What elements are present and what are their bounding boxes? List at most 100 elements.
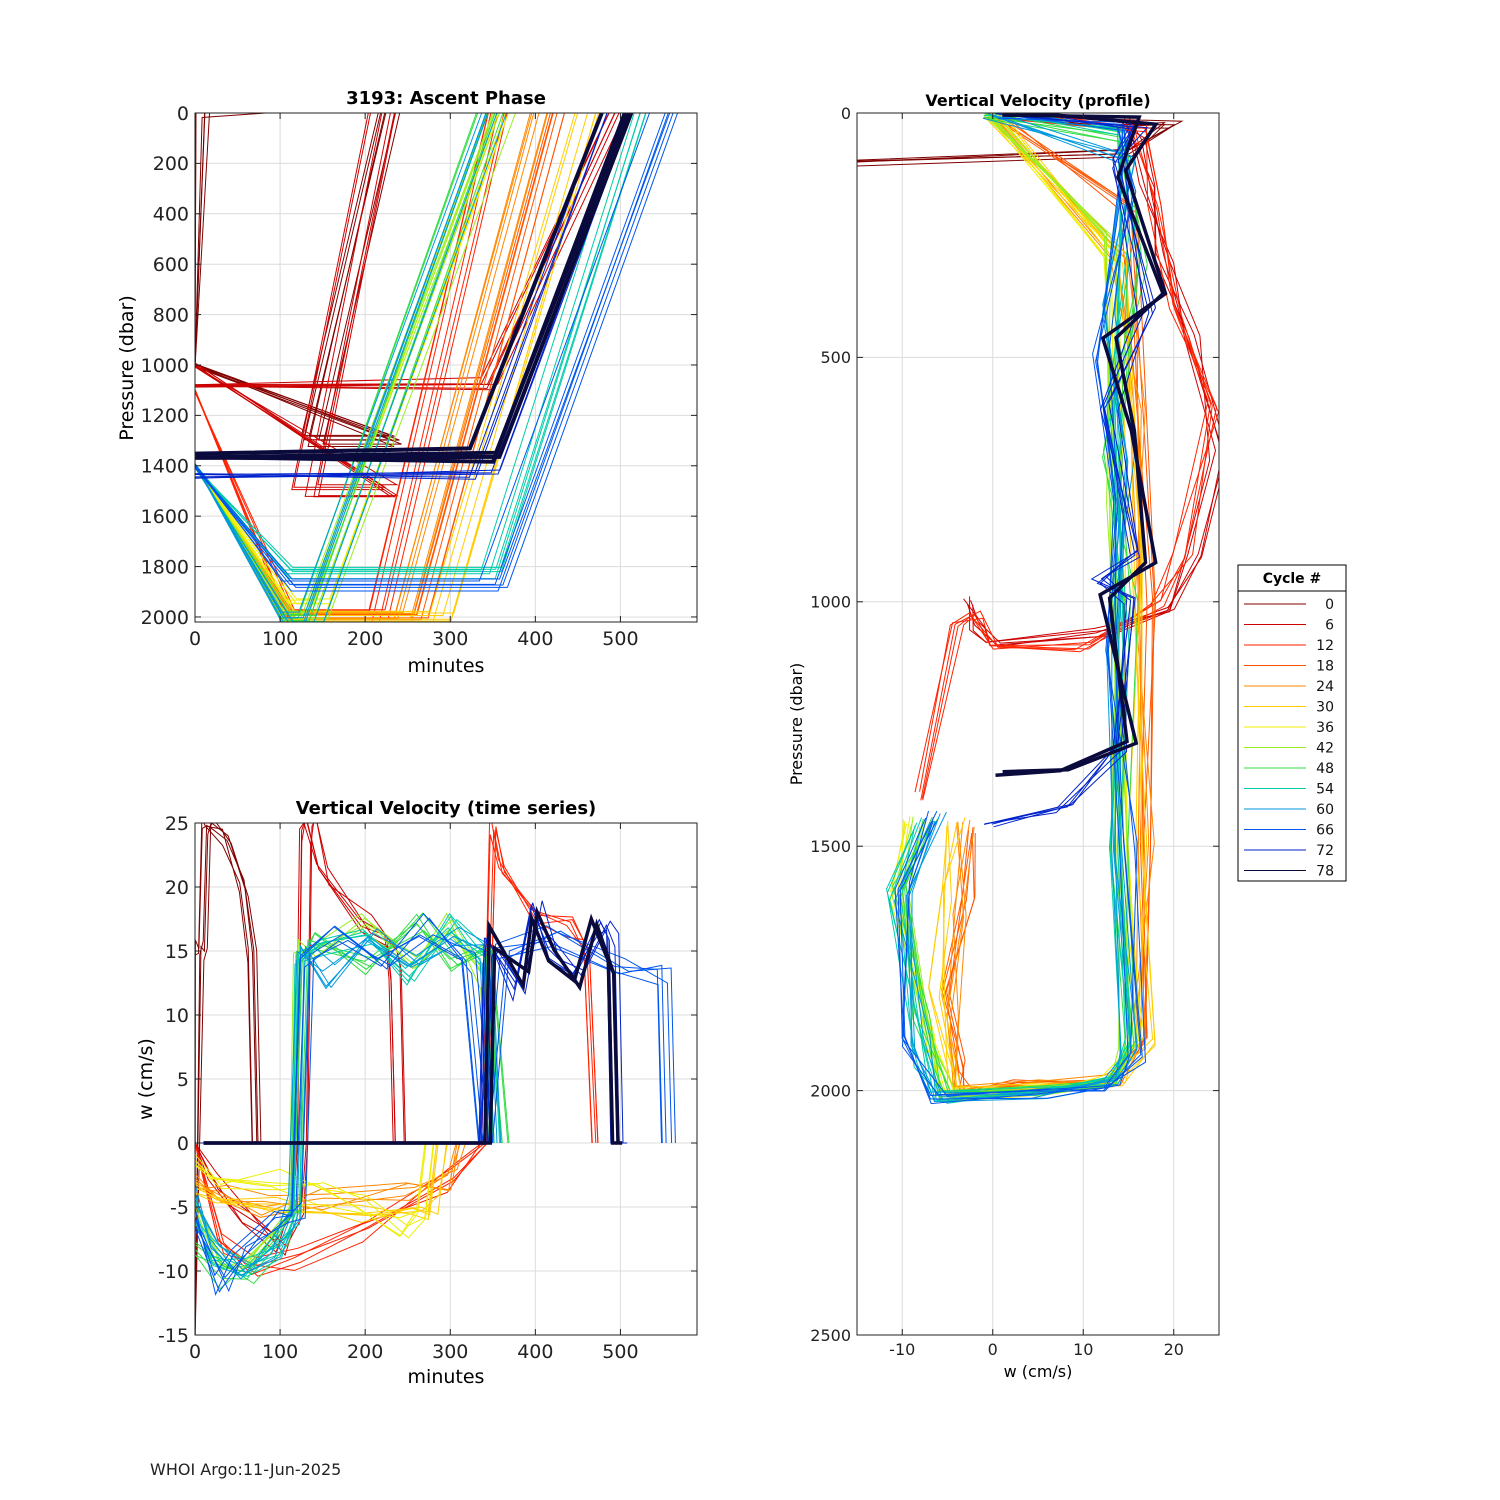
ascent-cycle-66-line xyxy=(195,113,671,580)
vv-timeseries-ytick-label: 20 xyxy=(165,877,189,899)
ascent-phase-ytick-label: 200 xyxy=(153,153,189,175)
ascent-cycle-3-line xyxy=(195,113,387,488)
ascent-cycle-0-line xyxy=(195,113,266,367)
ascent-cycle-66-line xyxy=(195,113,674,586)
ascent-cycle-54-line xyxy=(195,113,647,568)
vv-timeseries-ytick-label: 25 xyxy=(165,813,189,835)
ascent-cycle-0-line xyxy=(195,113,274,368)
vv-timeseries-xtick-label: 0 xyxy=(189,1341,201,1363)
vv-profile-cycle-78-line xyxy=(995,113,1166,778)
vv-profile-ytick-label: 2500 xyxy=(810,1326,851,1345)
ascent-cycle-60-line xyxy=(195,113,507,622)
ascent-cycle-78-line xyxy=(195,113,604,456)
vv-profile-cycle-60-line xyxy=(893,114,1128,1101)
vv-ts-cycle-54-line xyxy=(195,927,492,1278)
legend-box xyxy=(1237,564,1347,882)
vv-profile-ytick-label: 2000 xyxy=(810,1081,851,1100)
legend-label-60: 60 xyxy=(1316,802,1334,818)
ascent-cycle-72-line xyxy=(195,113,602,478)
ascent-phase-title: 3193: Ascent Phase xyxy=(346,88,546,109)
vv-profile-lines xyxy=(857,113,1219,1105)
vv-timeseries-ytick-label: -10 xyxy=(158,1261,189,1283)
vv-ts-cycle-30-line xyxy=(195,1142,439,1224)
vv-profile-xtick-label: 0 xyxy=(988,1340,998,1359)
legend-label-6: 6 xyxy=(1325,618,1334,634)
vv-profile-cycle-60-line xyxy=(908,115,1136,1103)
vv-timeseries-xtick-label: 200 xyxy=(347,1341,383,1363)
legend-label-18: 18 xyxy=(1316,659,1334,675)
ascent-cycle-60-line xyxy=(195,113,487,619)
vv-profile-ticks: -10 0 10 20 0 500 1000 1500 2000 2500 xyxy=(810,104,1219,1359)
vv-ts-cycle-0-line xyxy=(195,824,258,1335)
vv-profile-cycle-12-line xyxy=(922,114,1219,801)
vv-timeseries-ytick-label: -5 xyxy=(170,1197,189,1219)
vv-profile-plot-area xyxy=(857,113,1219,1335)
ascent-cycle-72-line xyxy=(195,113,608,475)
vv-timeseries-xlabel: minutes xyxy=(408,1366,485,1388)
vv-ts-cycle-0-line xyxy=(195,825,254,1332)
ascent-phase-ytick-label: 0 xyxy=(177,103,189,125)
ascent-cycle-3-line xyxy=(195,113,386,491)
ascent-phase-lines xyxy=(195,113,679,622)
vv-profile-ytick-label: 500 xyxy=(820,348,851,367)
ascent-cycle-42-line xyxy=(195,113,516,619)
vv-timeseries-xtick-label: 400 xyxy=(517,1341,553,1363)
ascent-phase-ytick-label: 1800 xyxy=(141,556,189,578)
vv-timeseries-frame xyxy=(194,822,698,1336)
ascent-phase-ytick-label: 1400 xyxy=(141,456,189,478)
vv-profile-cycle-48-line xyxy=(905,113,1142,1092)
vv-timeseries-xtick-label: 300 xyxy=(432,1341,468,1363)
vv-ts-cycle-24-line xyxy=(195,1142,460,1211)
legend-label-36: 36 xyxy=(1316,720,1334,736)
legend-label-30: 30 xyxy=(1316,700,1334,716)
vv-profile-xlabel: w (cm/s) xyxy=(1004,1362,1073,1381)
legend-label-66: 66 xyxy=(1316,823,1334,839)
vv-profile-cycle-60-line xyxy=(910,117,1138,1096)
ascent-cycle-78-line xyxy=(195,113,630,460)
vv-timeseries-ytick-label: -15 xyxy=(158,1325,189,1347)
legend-label-72: 72 xyxy=(1316,843,1334,859)
legend-label-42: 42 xyxy=(1316,741,1334,757)
ascent-cycle-12-line xyxy=(195,113,499,622)
ascent-cycle-72-line xyxy=(195,113,608,480)
vv-profile-cycle-6-line xyxy=(970,118,1219,644)
ascent-phase-ticks: 0 100 200 300 400 500 0 200 400 600 800 1000 1200 140… xyxy=(141,103,697,650)
vv-profile-ytick-label: 1500 xyxy=(810,837,851,856)
vv-ts-cycle-30-line xyxy=(195,1142,448,1217)
ascent-phase-xtick-label: 0 xyxy=(189,628,201,650)
vv-timeseries-ytick-label: 10 xyxy=(165,1005,189,1027)
ascent-phase-xtick-label: 500 xyxy=(602,628,638,650)
ascent-cycle-66-line xyxy=(195,113,666,585)
vv-profile-cycle-66-line xyxy=(901,117,1143,1097)
legend-label-54: 54 xyxy=(1316,782,1334,798)
ascent-phase-xtick-label: 400 xyxy=(517,628,553,650)
ascent-cycle-42-line xyxy=(195,113,495,615)
vv-profile-cycle-72-line xyxy=(985,113,1150,825)
vv-profile-ytick-label: 0 xyxy=(841,104,851,123)
vv-ts-cycle-6-line xyxy=(195,823,396,1254)
ascent-phase-ytick-label: 800 xyxy=(153,304,189,326)
ascent-cycle-1-line xyxy=(195,113,400,441)
legend-label-78: 78 xyxy=(1316,864,1334,880)
ascent-phase-ytick-label: 600 xyxy=(153,254,189,276)
vv-timeseries-ytick-label: 5 xyxy=(177,1069,189,1091)
vv-profile-cycle-78-line xyxy=(1002,113,1168,774)
ascent-cycle-66-line xyxy=(195,113,650,582)
vv-ts-cycle-0-line xyxy=(195,823,259,1329)
ascent-cycle-54-line xyxy=(195,113,641,570)
vv-ts-cycle-36-line xyxy=(195,1142,426,1219)
vv-profile-ytick-label: 1000 xyxy=(810,593,851,612)
ascent-phase-ytick-label: 400 xyxy=(153,204,189,226)
vv-profile-cycle-12-line xyxy=(914,113,1213,793)
ascent-cycle-60-line xyxy=(195,113,483,613)
ascent-cycle-30-line xyxy=(195,113,599,614)
legend: Cycle # 0 6 12 18 24 30 36 42 48 54 60 66 72 78 xyxy=(1237,564,1347,882)
legend-label-48: 48 xyxy=(1316,761,1334,777)
vv-ts-cycle-36-line xyxy=(195,1142,435,1239)
ascent-phase-ytick-label: 2000 xyxy=(141,607,189,629)
vv-timeseries-ytick-label: 0 xyxy=(177,1133,189,1155)
vv-timeseries-xtick-label: 500 xyxy=(602,1341,638,1363)
vv-ts-cycle-24-line xyxy=(195,1142,461,1208)
ascent-cycle-1-line xyxy=(195,113,402,445)
